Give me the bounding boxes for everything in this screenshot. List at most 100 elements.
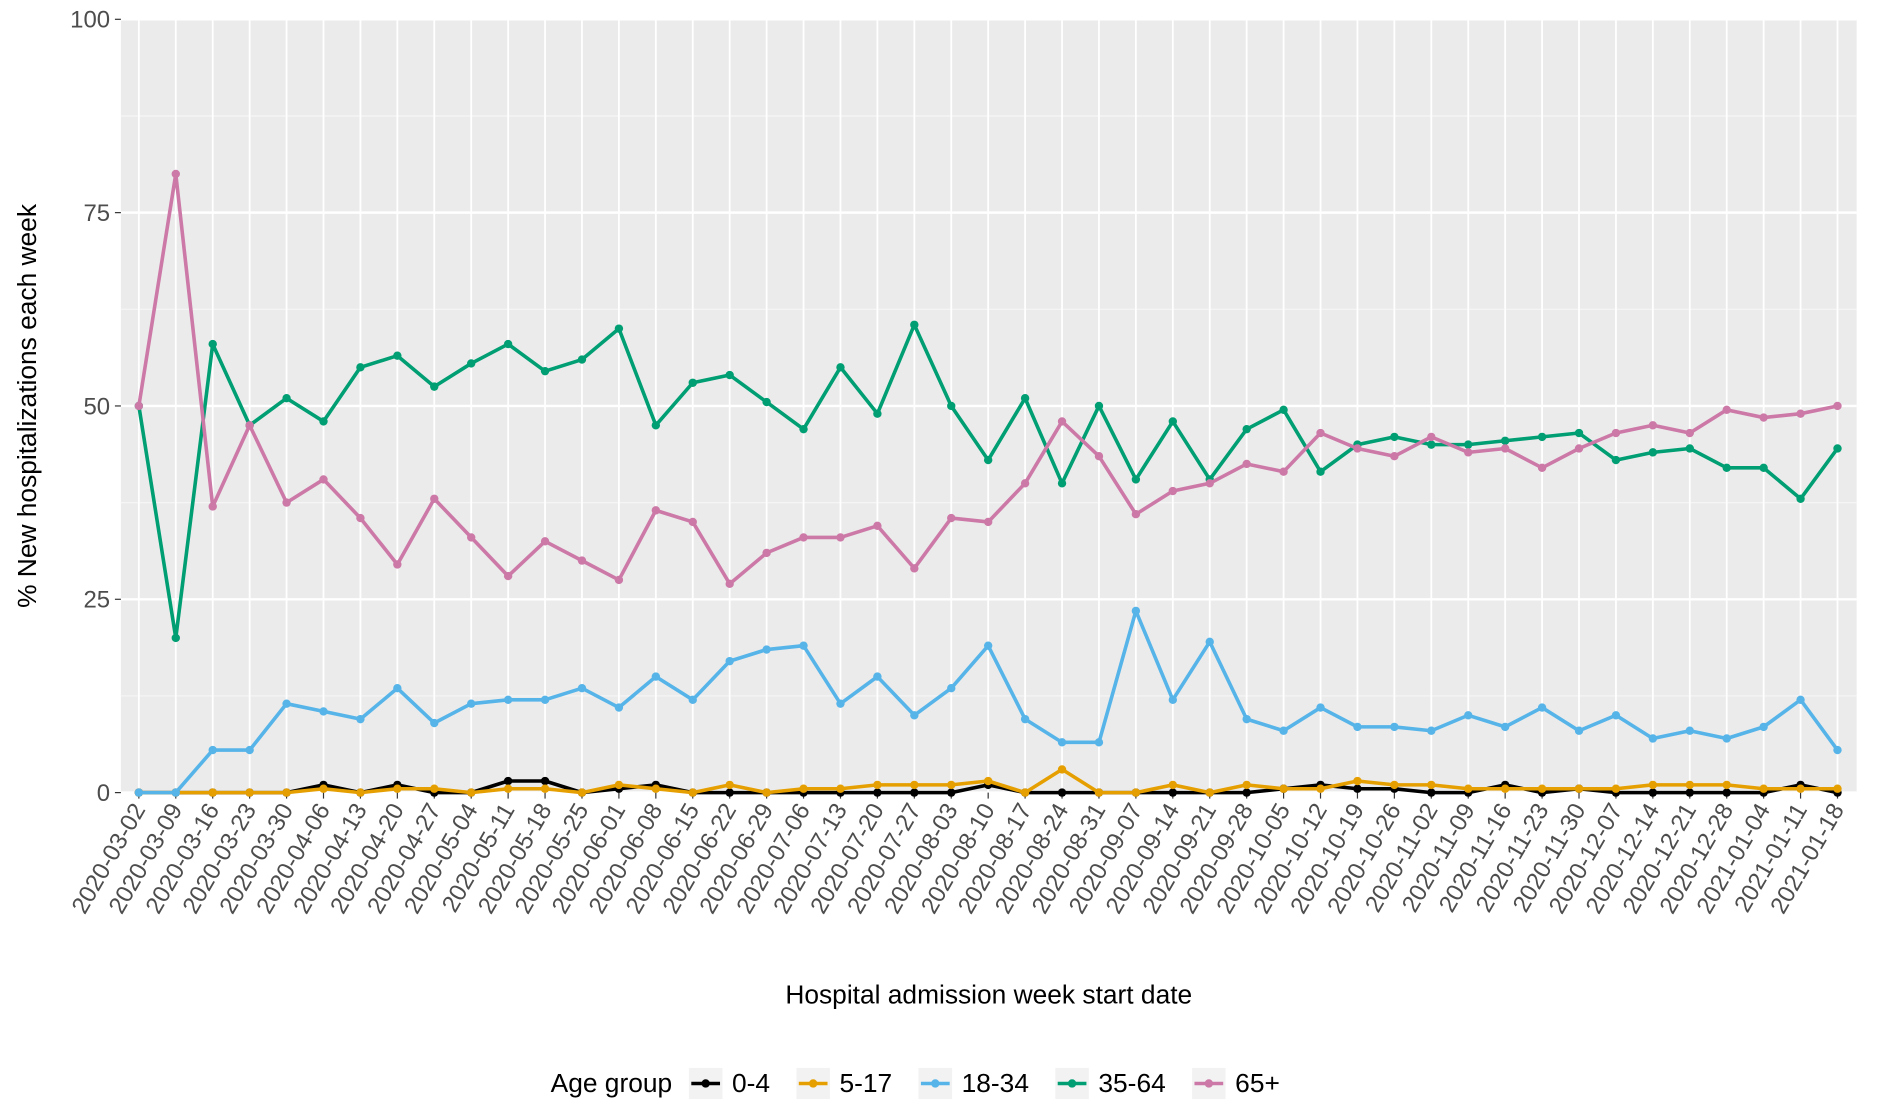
- y-tick-label: 25: [83, 587, 110, 614]
- data-point: [393, 784, 402, 793]
- data-point: [1464, 440, 1473, 449]
- data-point: [1427, 780, 1436, 790]
- data-point: [1685, 788, 1694, 797]
- data-point: [1168, 788, 1178, 797]
- data-point: [1759, 463, 1768, 473]
- data-point: [1057, 417, 1067, 426]
- data-point: [1574, 784, 1584, 793]
- legend-swatch-point: [1204, 1079, 1214, 1088]
- data-point: [651, 421, 661, 430]
- data-point: [614, 575, 624, 585]
- data-point: [1205, 637, 1214, 647]
- data-point: [1242, 714, 1251, 724]
- data-point: [430, 718, 439, 728]
- data-point: [1057, 765, 1067, 774]
- data-point: [651, 506, 661, 515]
- data-point: [1205, 479, 1214, 488]
- data-point: [245, 788, 254, 797]
- data-point: [1685, 444, 1694, 453]
- data-point: [208, 339, 217, 349]
- data-point: [1464, 784, 1473, 793]
- data-point: [282, 788, 291, 797]
- data-point: [540, 537, 550, 546]
- data-point: [1427, 440, 1436, 449]
- data-point: [651, 784, 661, 793]
- data-point: [1390, 452, 1399, 461]
- data-point: [1353, 776, 1362, 786]
- data-point: [1390, 780, 1399, 790]
- data-point: [393, 560, 402, 569]
- data-point: [134, 401, 144, 411]
- data-point: [836, 784, 845, 793]
- data-point: [910, 320, 919, 329]
- legend-label: 35-64: [1098, 1068, 1165, 1098]
- data-point: [1242, 788, 1251, 797]
- data-point: [614, 324, 624, 333]
- data-point: [430, 494, 439, 503]
- data-point: [947, 788, 956, 797]
- data-point: [1020, 394, 1030, 403]
- data-point: [1685, 780, 1694, 790]
- data-point: [1205, 788, 1214, 797]
- data-point: [873, 788, 882, 797]
- data-point: [1500, 436, 1510, 445]
- data-point: [873, 780, 882, 790]
- data-point: [1094, 788, 1104, 797]
- data-point: [799, 424, 808, 434]
- data-point: [1316, 784, 1325, 793]
- data-point: [1131, 510, 1141, 519]
- data-point: [688, 517, 697, 527]
- data-point: [1168, 417, 1178, 426]
- data-point: [1796, 695, 1805, 705]
- data-point: [134, 788, 144, 797]
- data-point: [1094, 452, 1104, 461]
- data-point: [1316, 428, 1325, 438]
- data-point: [1722, 780, 1731, 790]
- data-point: [356, 714, 365, 724]
- data-point: [799, 533, 808, 542]
- data-point: [208, 788, 217, 797]
- data-point: [614, 703, 624, 712]
- data-point: [836, 533, 845, 542]
- data-point: [983, 776, 993, 786]
- data-point: [467, 788, 476, 797]
- data-point: [1574, 444, 1584, 453]
- data-point: [577, 788, 587, 797]
- data-point: [1094, 738, 1104, 747]
- data-point: [910, 780, 919, 790]
- data-point: [208, 745, 217, 755]
- data-point: [282, 394, 291, 403]
- data-point: [983, 641, 993, 650]
- data-point: [910, 564, 919, 573]
- data-point: [1464, 711, 1473, 720]
- data-point: [725, 656, 734, 666]
- data-point: [1611, 428, 1621, 438]
- data-point: [540, 366, 550, 376]
- data-point: [836, 699, 845, 708]
- data-point: [282, 498, 291, 507]
- data-point: [1390, 722, 1399, 732]
- data-point: [430, 382, 439, 391]
- legend-title: Age group: [551, 1068, 673, 1098]
- data-point: [503, 339, 513, 349]
- data-point: [1759, 722, 1768, 732]
- data-point: [1722, 734, 1731, 743]
- data-point: [1316, 467, 1325, 476]
- data-point: [1020, 714, 1030, 724]
- data-point: [577, 684, 587, 693]
- data-point: [1685, 428, 1694, 438]
- legend-swatch-point: [1067, 1079, 1077, 1088]
- data-point: [319, 475, 328, 484]
- data-point: [1242, 459, 1251, 469]
- legend-label: 0-4: [732, 1068, 770, 1098]
- data-point: [688, 695, 697, 705]
- y-axis-title: % New hospitalizations each week: [12, 203, 42, 608]
- data-point: [1427, 788, 1436, 797]
- data-point: [1500, 784, 1510, 793]
- data-point: [725, 370, 734, 380]
- data-point: [1759, 784, 1768, 793]
- data-point: [1722, 463, 1731, 473]
- data-point: [1833, 401, 1842, 411]
- data-point: [171, 633, 180, 643]
